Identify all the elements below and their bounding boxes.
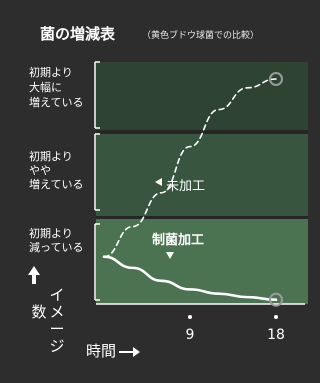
x-tick-dot-2 [274, 315, 278, 319]
y-category-label-3: 初期より大幅に増えている [29, 65, 83, 109]
x-tick-label-2: 18 [267, 327, 285, 343]
x-tick-dot-1 [188, 315, 192, 319]
y-band-dividers [96, 130, 308, 219]
y-category-label-line: 減っている [29, 240, 83, 254]
band-divider-upper [96, 130, 308, 134]
y-category-label-line: 初期より [29, 65, 73, 79]
chart-subtitle: （黄色ブドウ球菌での比較） [142, 29, 259, 41]
y-category-label-1: 初期より減っている [29, 226, 83, 254]
y-category-label-line: 初期より [29, 226, 73, 240]
y-axis [94, 61, 305, 305]
y-category-label-line: 増えている [29, 96, 83, 109]
series-end-marker-1 [269, 72, 283, 86]
x-axis: 9 18 時間 [86, 315, 285, 360]
y-axis-title-char: ジ [49, 337, 64, 355]
y-category-label-line: やや [29, 164, 51, 177]
y-category-label-line: 初期より [29, 149, 73, 163]
series-pointer-treated [166, 252, 174, 259]
y-category-label-line: 増えている [29, 178, 83, 191]
series-label-untreated: 未加工 [166, 179, 205, 194]
band-divider-lower [96, 216, 308, 219]
y-axis-title-char: イ [49, 286, 64, 304]
series-pointer-untreated [155, 178, 162, 186]
y-category-label-line: 大幅に [29, 80, 62, 94]
x-axis-arrow [119, 347, 140, 357]
x-axis-title: 時間 [86, 342, 116, 360]
series-label-treated: 制菌加工 [152, 232, 204, 248]
y-band-2 [96, 134, 308, 218]
series-lines [102, 72, 283, 307]
series-end-marker-2 [269, 292, 283, 307]
y-axis-arrow [28, 266, 40, 284]
y-axis-title-char: 数 [31, 303, 46, 321]
chart-title: 菌の増減表 [40, 25, 116, 43]
x-tick-label-1: 9 [186, 327, 195, 343]
y-axis-title-char: ー [49, 320, 64, 338]
series-line-2 [102, 255, 278, 301]
y-axis-title-char: メ [49, 303, 64, 321]
series-line-1 [103, 78, 277, 258]
y-category-label-2: 初期よりやや増えている [29, 149, 83, 191]
